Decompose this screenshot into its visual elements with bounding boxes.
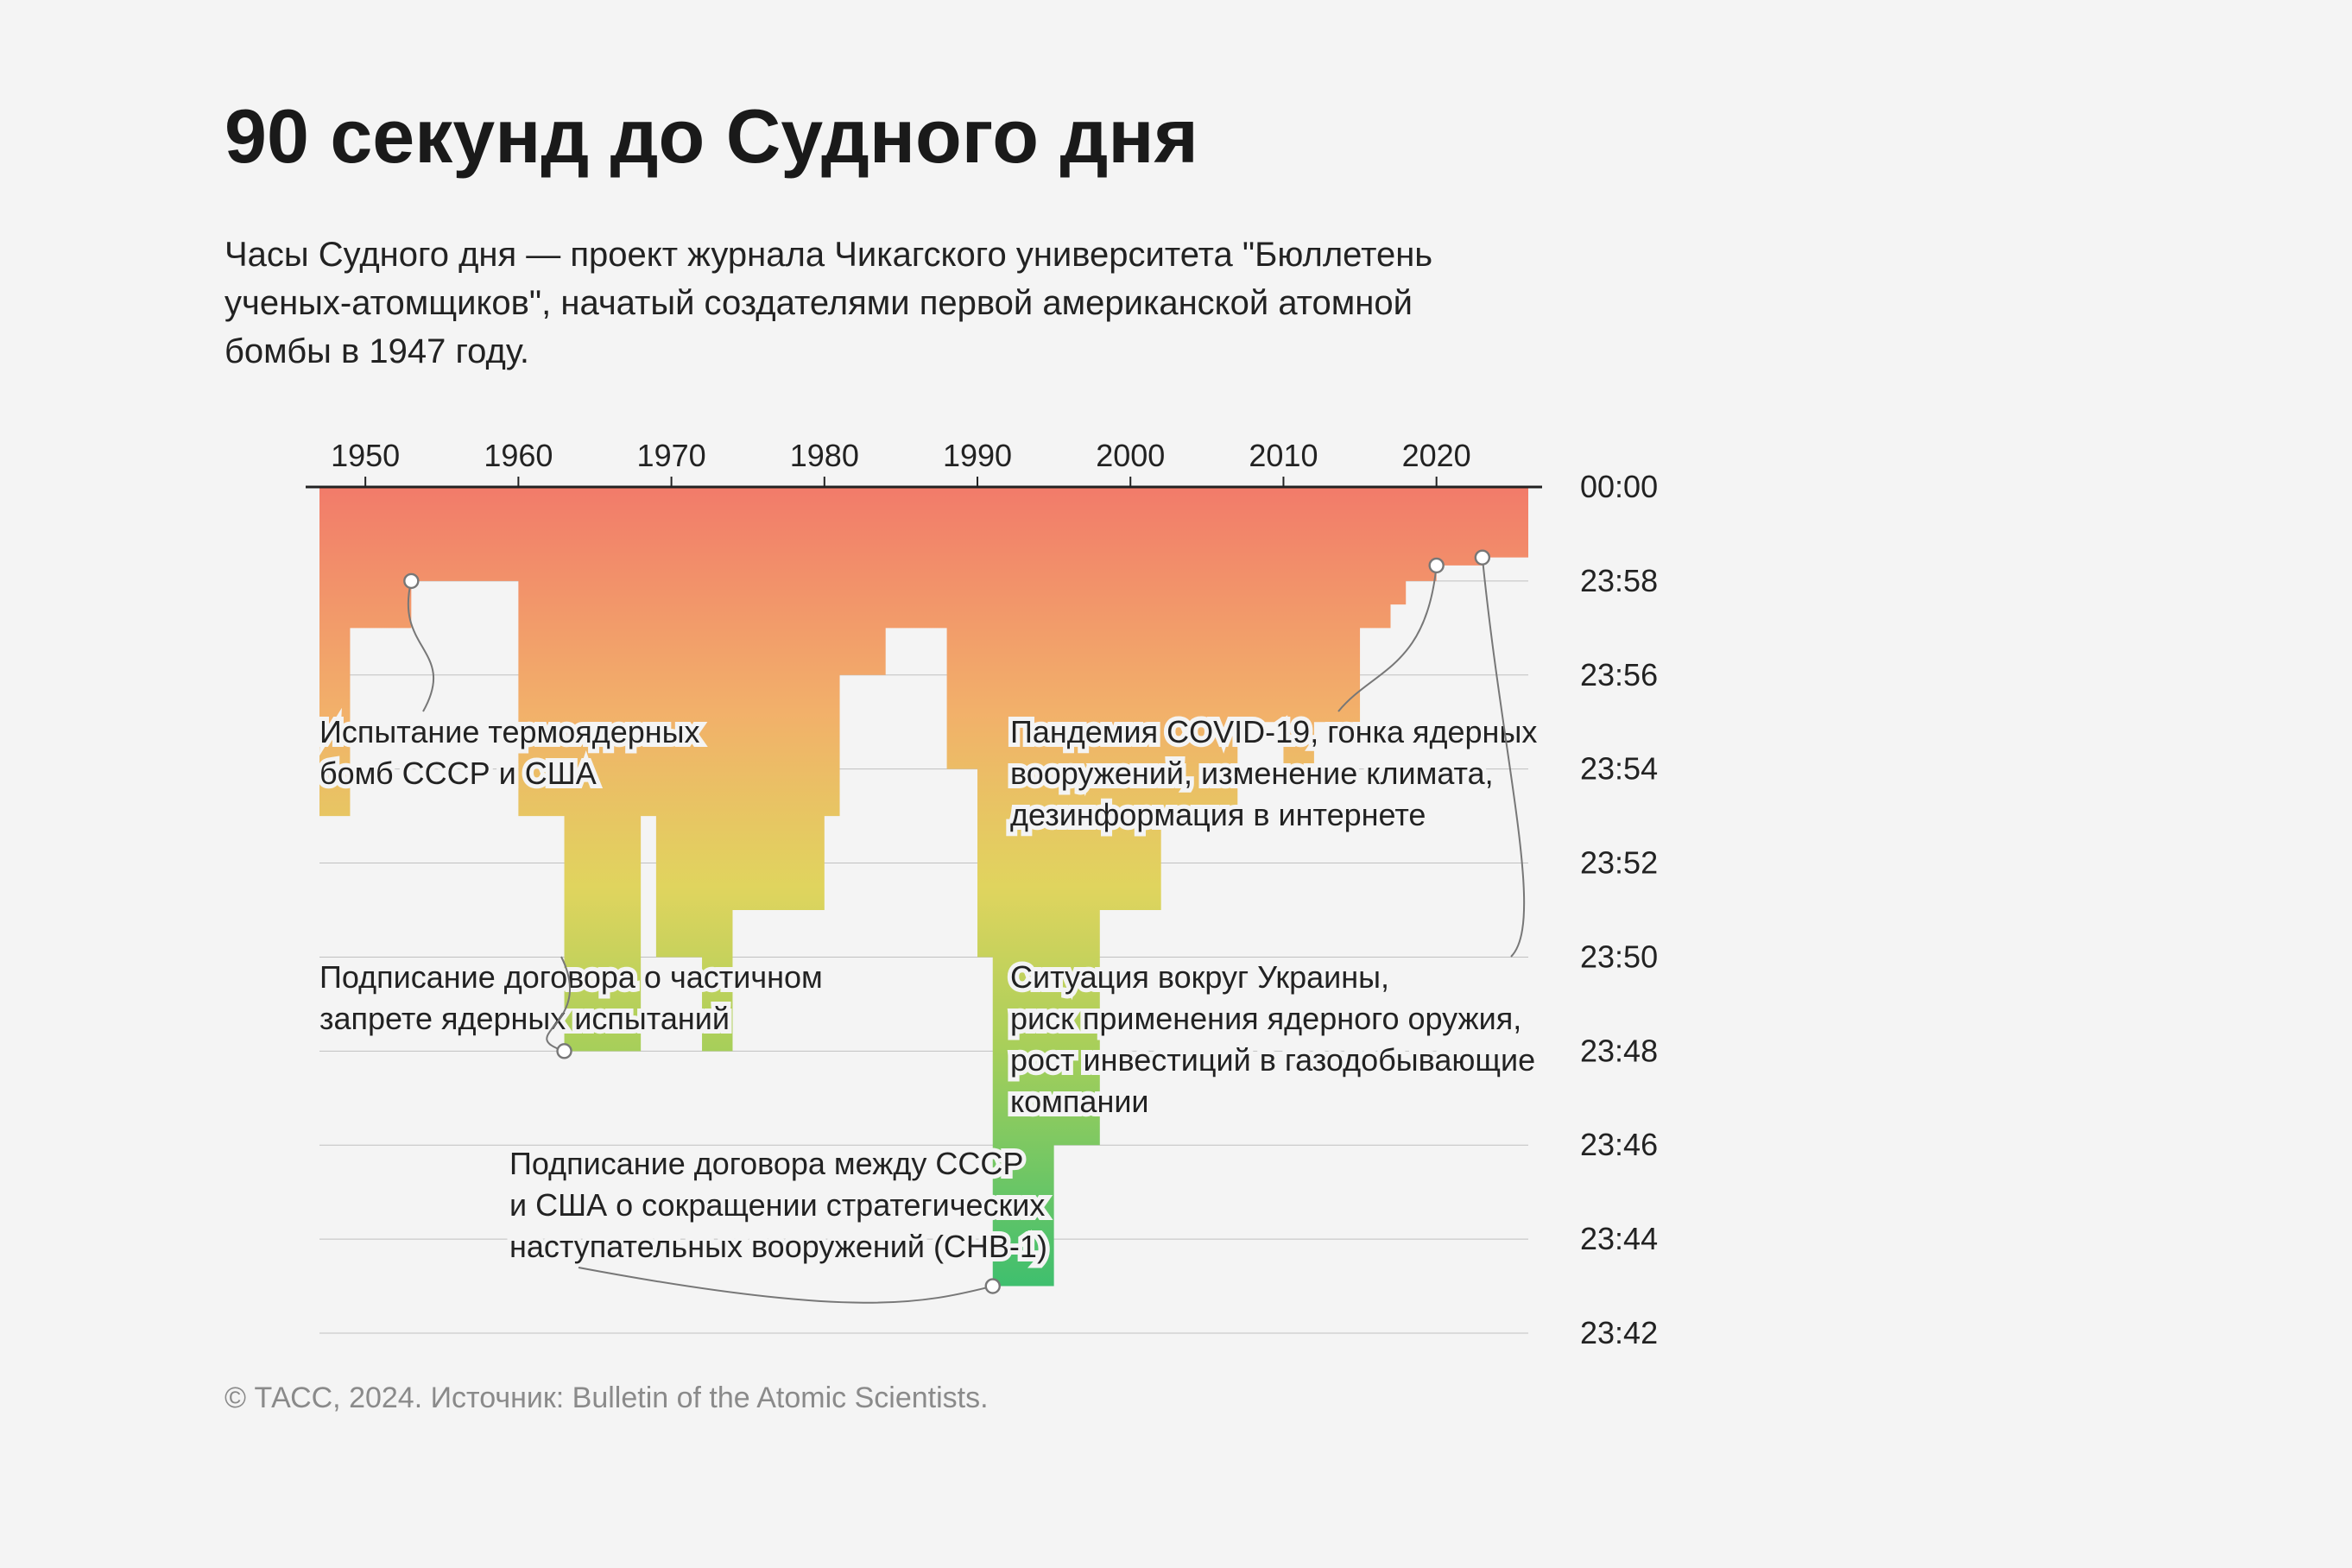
annotation-line: дезинформация в интернете	[1010, 796, 1426, 831]
y-label: 23:52	[1580, 844, 1658, 880]
y-label: 23:44	[1580, 1220, 1658, 1255]
chart-svg: 1950 1960 1970 1980 1990 2000 2010 2020 00:00 23:…	[224, 434, 1658, 1350]
annotation-line: Ситуация вокруг Украины,	[1010, 958, 1389, 994]
x-tick-label: 1980	[790, 437, 859, 472]
callout-line	[579, 1267, 993, 1302]
annotation-line: запрете ядерных испытаний	[319, 1000, 730, 1035]
annotation-line: бомб СССР и США	[319, 755, 597, 790]
annotation-line: и США о сокращении стратегических	[509, 1186, 1045, 1222]
y-label: 23:42	[1580, 1314, 1658, 1350]
callout-marker	[1430, 558, 1444, 572]
callout-marker	[558, 1044, 572, 1058]
y-label: 23:58	[1580, 562, 1658, 597]
callout-marker	[404, 573, 418, 587]
annotation-line: Подписание договора между СССР	[509, 1145, 1023, 1180]
x-tick-label: 2010	[1249, 437, 1318, 472]
annotation-a4: Пандемия COVID-19, гонка ядерных вооружен…	[1010, 713, 1537, 831]
x-tick-label: 2000	[1096, 437, 1165, 472]
callout-marker	[986, 1279, 1000, 1293]
annotation-line: Испытание термоядерных	[319, 713, 700, 749]
y-label: 23:48	[1580, 1033, 1658, 1068]
annotation-line: вооружений, изменение климата,	[1010, 755, 1494, 790]
x-tick-label: 2020	[1402, 437, 1471, 472]
page-subtitle: Часы Судного дня — проект журнала Чикагс…	[224, 231, 1520, 376]
x-tick-label: 1950	[331, 437, 400, 472]
callout-line	[408, 580, 433, 711]
page-title: 90 секунд до Судного дня	[224, 95, 2128, 182]
annotation-line: Пандемия COVID-19, гонка ядерных	[1010, 713, 1537, 749]
y-label-top: 00:00	[1580, 468, 1658, 503]
page: 90 секунд до Судного дня Часы Судного дн…	[0, 0, 2352, 1568]
footer-credit: © ТАСС, 2024. Источник: Bulletin of the …	[224, 1381, 2128, 1415]
y-label: 23:46	[1580, 1126, 1658, 1161]
y-label: 23:50	[1580, 939, 1658, 974]
x-tick-label: 1960	[484, 437, 553, 472]
callout-marker	[1476, 550, 1489, 564]
annotation-line: Подписание договора о частичном	[319, 958, 823, 994]
y-label: 23:56	[1580, 656, 1658, 692]
annotation-line: риск применения ядерного оружия,	[1010, 1000, 1521, 1035]
annotation-line: рост инвестиций в газодобывающие	[1010, 1041, 1535, 1077]
doomsday-chart: 1950 1960 1970 1980 1990 2000 2010 2020 00:00 23:…	[224, 434, 1658, 1350]
y-label: 23:54	[1580, 750, 1658, 786]
annotation-line: наступательных вооружений (СНВ-1)	[509, 1228, 1047, 1263]
x-tick-label: 1990	[943, 437, 1012, 472]
annotation-a3: Подписание договора между СССР и США о со…	[509, 1145, 1047, 1263]
x-tick-label: 1970	[637, 437, 706, 472]
annotation-line: компании	[1010, 1083, 1149, 1118]
